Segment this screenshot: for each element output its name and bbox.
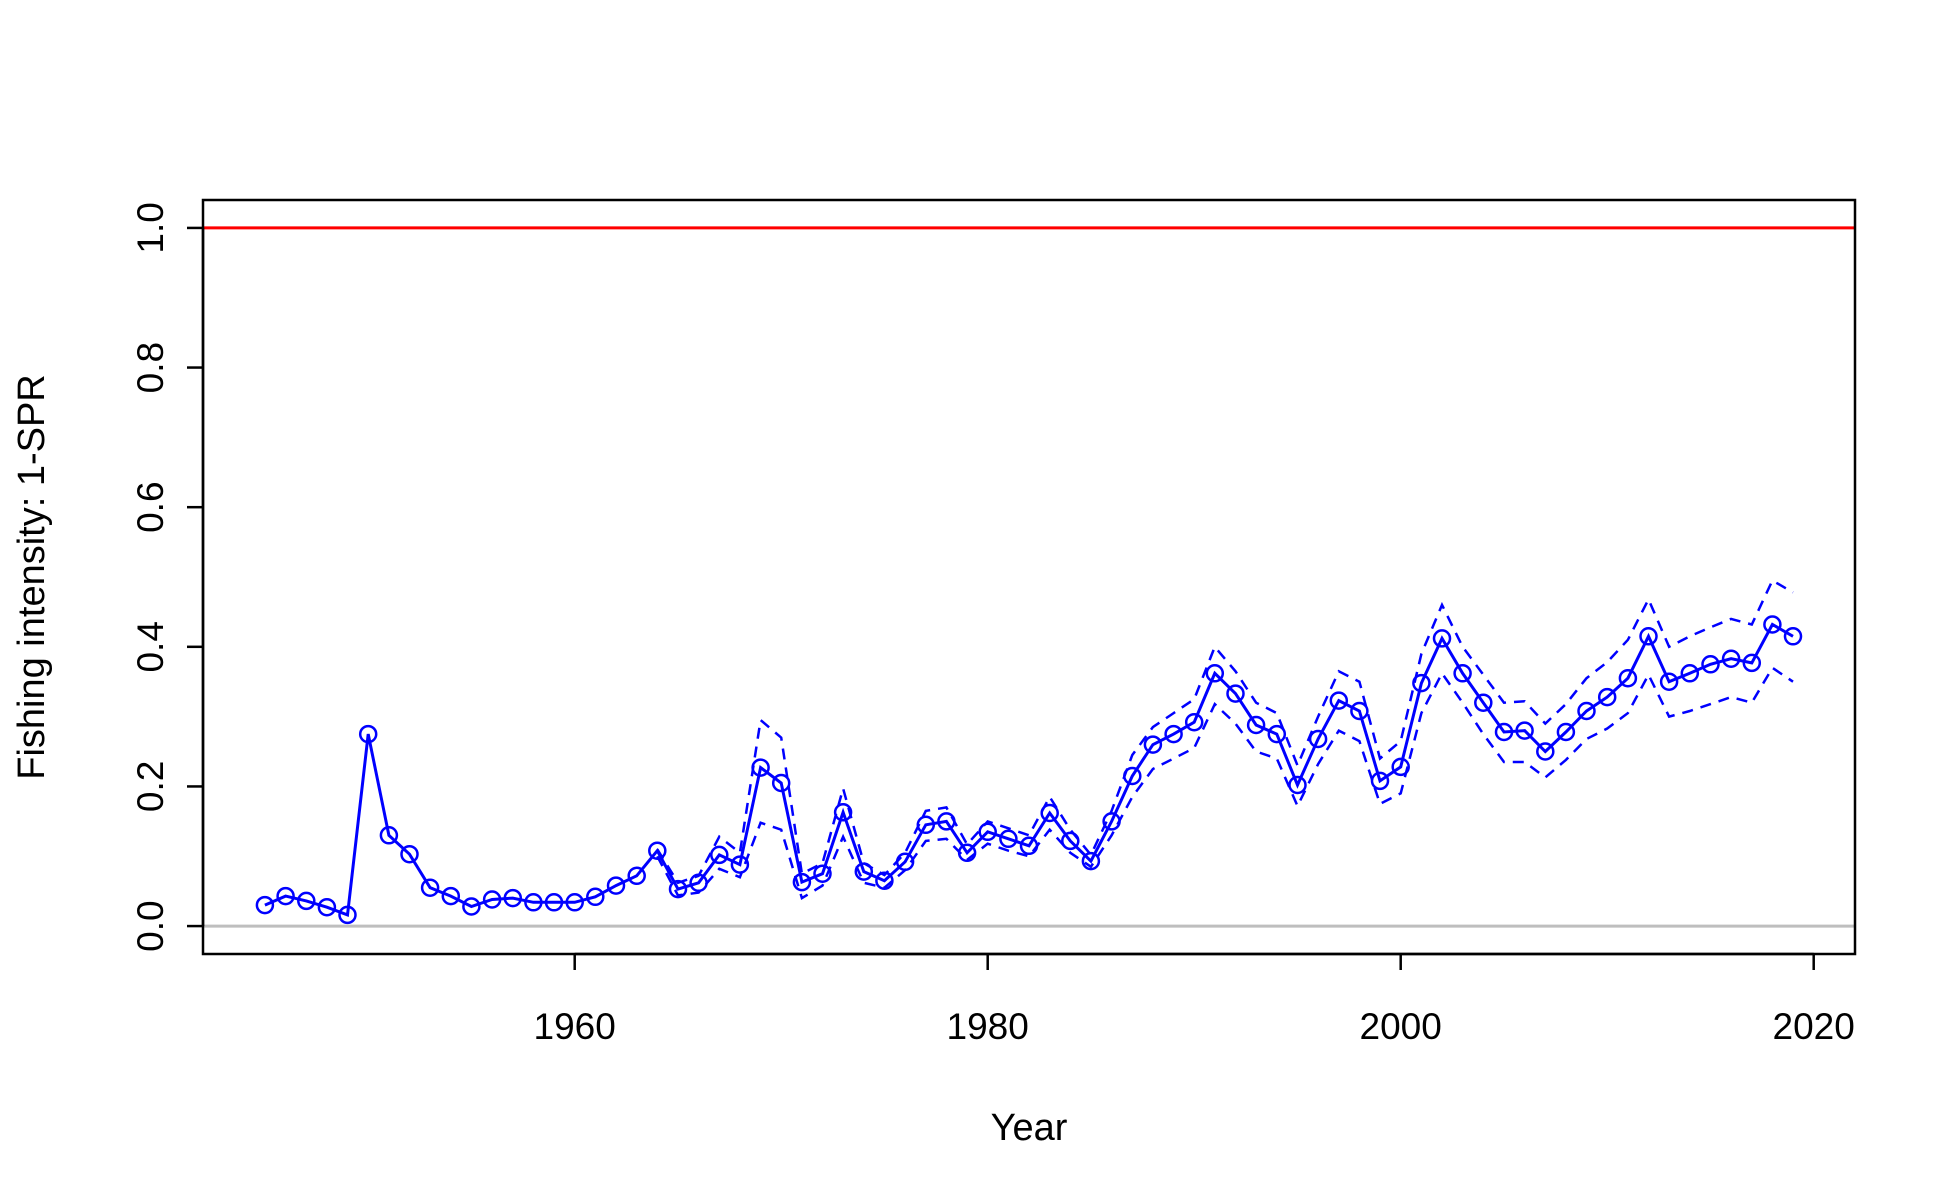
- data-point-1951: [379, 826, 399, 845]
- data-point-1991: [1205, 664, 1225, 683]
- plot-frame: [201, 198, 1857, 956]
- y-tick-label-0: 0.0: [130, 900, 171, 951]
- data-point-2003: [1453, 664, 1472, 683]
- data-point-2007: [1536, 742, 1555, 761]
- data-point-2009: [1577, 701, 1596, 721]
- data-point-1977: [916, 815, 936, 835]
- data-point-1972: [813, 864, 832, 883]
- data-point-2004: [1474, 693, 1493, 712]
- data-point-1955: [462, 897, 481, 916]
- data-point-2016: [1721, 649, 1741, 668]
- data-point-1976: [895, 852, 915, 872]
- y-axis: 0.0 0.2 0.4 0.6 0.8 1.0: [130, 202, 205, 952]
- x-tick-label-1960: 1960: [534, 1006, 616, 1047]
- data-point-2014: [1680, 664, 1700, 683]
- data-point-1947: [297, 891, 316, 911]
- data-point-1983: [1040, 803, 1059, 823]
- data-point-1993: [1246, 715, 1266, 735]
- data-point-1954: [441, 886, 461, 906]
- data-point-1971: [792, 872, 812, 892]
- data-point-1961: [586, 887, 605, 907]
- data-point-1952: [400, 844, 419, 864]
- data-point-2001: [1412, 673, 1431, 693]
- y-tick-label-4: 0.8: [130, 342, 171, 393]
- y-axis-title: Fishing intensity: 1-SPR: [11, 374, 53, 780]
- data-point-1980: [978, 822, 997, 842]
- data-point-1964: [648, 841, 667, 860]
- x-axis-title: Year: [991, 1107, 1068, 1149]
- data-point-1966: [689, 873, 708, 893]
- reference-lines: [203, 226, 1855, 928]
- data-point-2005: [1494, 722, 1514, 742]
- data-point-2017: [1742, 653, 1762, 673]
- data-point-1945: [255, 895, 275, 915]
- estimate-series: [255, 615, 1803, 925]
- data-point-1948: [317, 897, 337, 917]
- data-point-1960: [565, 893, 584, 912]
- data-point-1994: [1267, 724, 1287, 744]
- data-point-1984: [1061, 831, 1080, 851]
- data-point-1995: [1288, 775, 1307, 795]
- data-point-1987: [1123, 766, 1142, 786]
- data-point-1989: [1164, 724, 1183, 744]
- data-point-1986: [1102, 812, 1121, 831]
- data-point-1992: [1226, 684, 1245, 703]
- data-point-1985: [1081, 851, 1101, 871]
- data-point-1963: [627, 866, 646, 886]
- data-point-1975: [875, 871, 894, 890]
- data-point-1967: [710, 845, 729, 865]
- series-line-lower: [656, 666, 1794, 901]
- data-point-1957: [503, 888, 523, 908]
- data-point-2019: [1783, 627, 1803, 646]
- data-point-1996: [1308, 729, 1328, 749]
- data-point-1953: [420, 878, 440, 897]
- data-point-1958: [524, 893, 543, 912]
- data-point-1988: [1143, 735, 1163, 754]
- series-line-estimate: [264, 622, 1794, 917]
- data-point-1973: [833, 803, 853, 822]
- data-point-2000: [1391, 757, 1410, 777]
- y-tick-label-1: 0.2: [130, 761, 171, 812]
- series-line-upper: [656, 578, 1794, 885]
- x-tick-label-2020: 2020: [1773, 1006, 1855, 1047]
- data-point-1950: [358, 724, 378, 744]
- data-point-1970: [771, 773, 791, 793]
- data-point-1965: [668, 879, 688, 899]
- data-point-1946: [276, 886, 295, 906]
- data-point-1990: [1184, 712, 1204, 732]
- data-point-1998: [1350, 701, 1369, 721]
- x-tick-label-1980: 1980: [947, 1006, 1029, 1047]
- data-point-2008: [1556, 722, 1576, 742]
- data-point-1978: [937, 812, 956, 831]
- data-point-1979: [957, 843, 977, 863]
- data-point-1959: [544, 893, 564, 912]
- y-tick-label-5: 1.0: [130, 202, 171, 253]
- data-point-2010: [1597, 687, 1617, 707]
- y-tick-label-2: 0.4: [130, 621, 171, 672]
- data-point-2011: [1618, 668, 1638, 688]
- x-axis: 1960 1980 2000 2020: [534, 952, 1855, 1047]
- data-point-1949: [338, 905, 357, 925]
- interval-lines: [656, 578, 1794, 901]
- y-tick-label-3: 0.6: [130, 481, 171, 532]
- data-point-1968: [730, 855, 750, 874]
- data-point-2012: [1639, 627, 1658, 646]
- data-point-1999: [1370, 771, 1390, 791]
- data-point-2002: [1432, 629, 1452, 648]
- data-point-1997: [1329, 691, 1349, 710]
- data-point-1974: [854, 862, 874, 881]
- data-point-1969: [751, 758, 770, 777]
- data-point-2018: [1763, 615, 1782, 634]
- data-point-1962: [606, 876, 626, 895]
- data-point-2015: [1701, 655, 1720, 674]
- data-point-1982: [1019, 836, 1039, 856]
- x-tick-label-2000: 2000: [1360, 1006, 1442, 1047]
- data-point-1981: [999, 829, 1018, 849]
- data-point-1956: [482, 890, 502, 909]
- data-point-2013: [1659, 672, 1679, 691]
- data-point-2006: [1515, 721, 1534, 740]
